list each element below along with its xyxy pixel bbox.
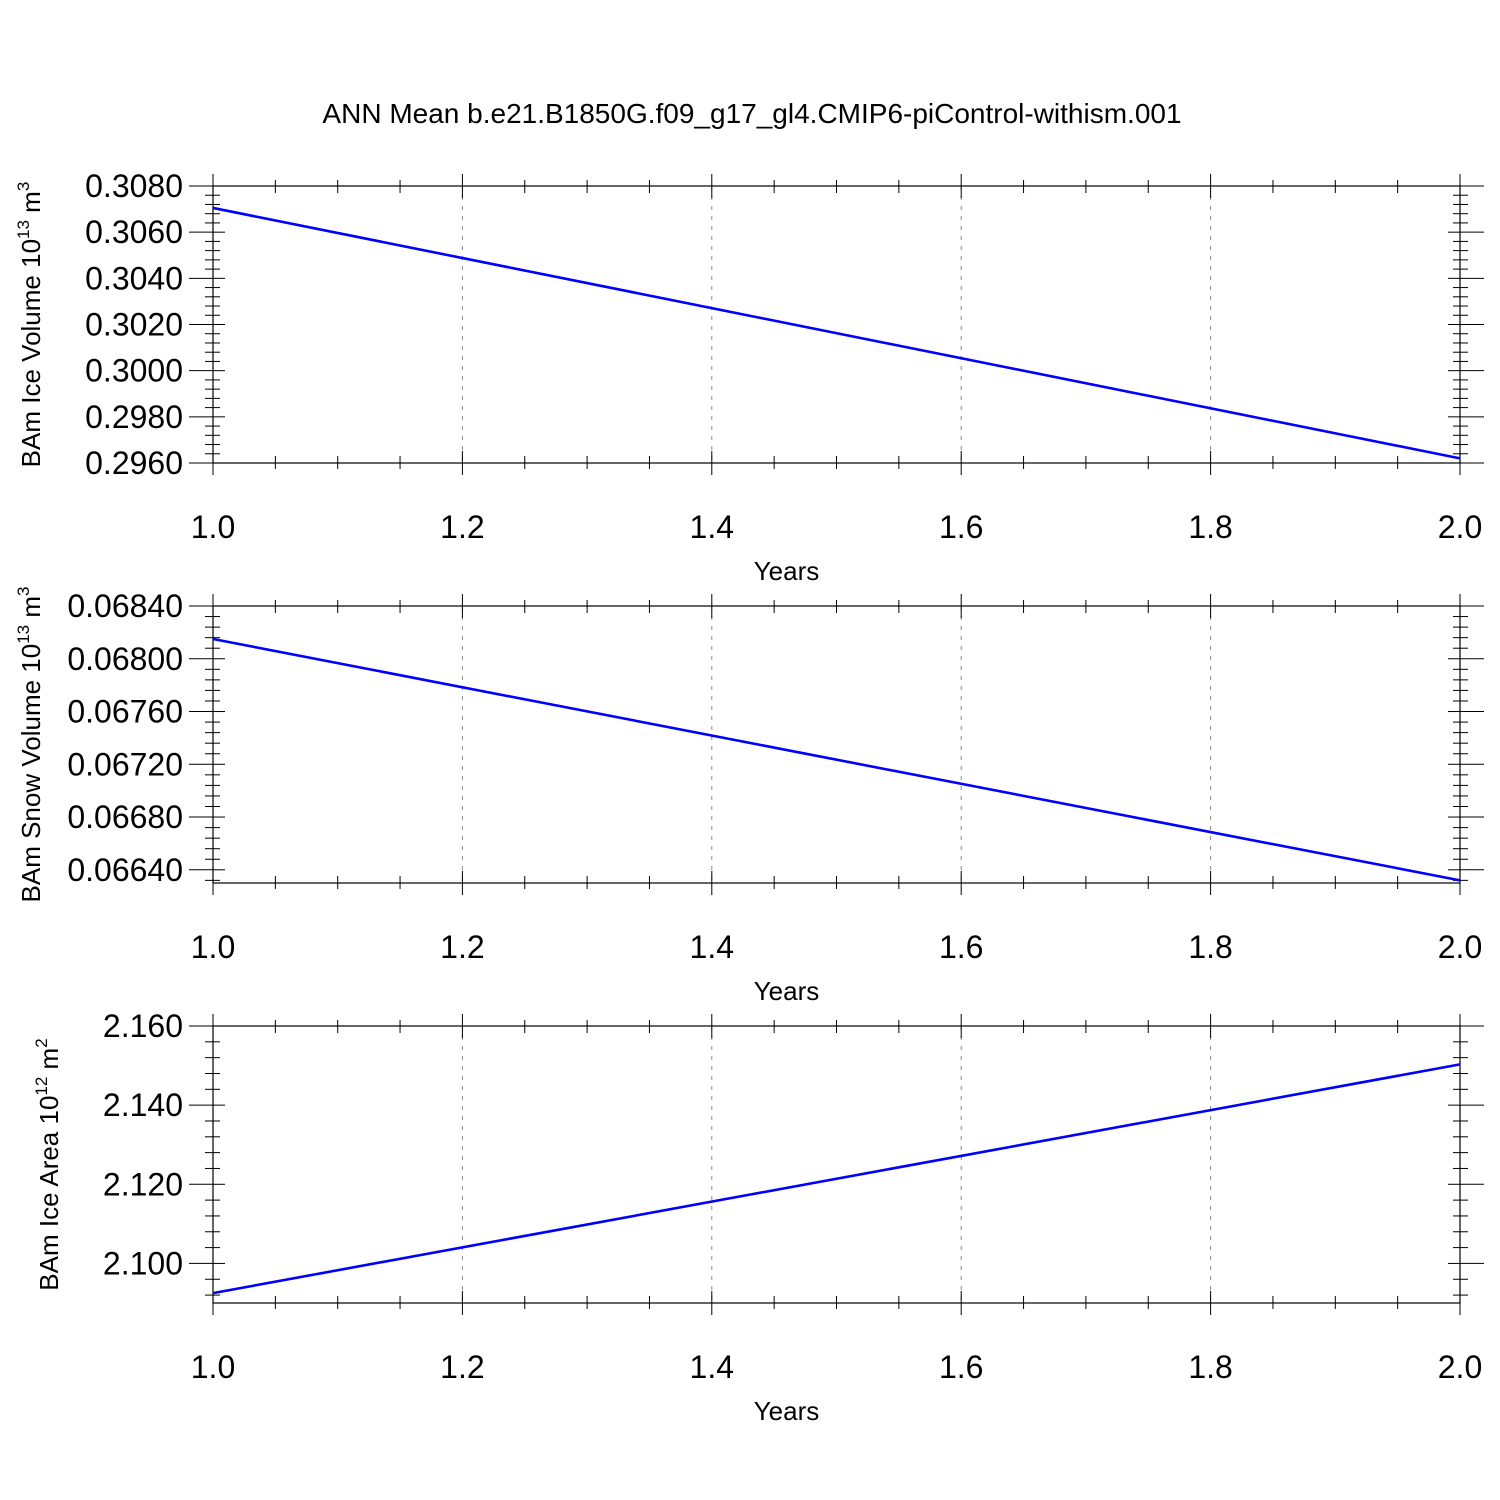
y-axis-title-part: m [16, 596, 46, 625]
panel-3: 1.0 1.2 1.4 1.6 1.8 2.0 2.100 2.120 2.140 2.160 Ye… [32, 1008, 1484, 1426]
x-tick-label: 1.4 [690, 929, 734, 965]
y-axis-title-part: BAm Snow Volume 10 [16, 644, 46, 903]
y-tick-label: 0.3020 [85, 307, 183, 343]
x-tick-label: 1.2 [440, 1349, 484, 1385]
y-axis-title-superscript: 2 [32, 1038, 51, 1047]
plot-frame [212, 1025, 1461, 1304]
x-tick-label: 1.6 [939, 929, 983, 965]
x-tick-label: 1.2 [440, 509, 484, 545]
y-axis-title-part: m [16, 191, 46, 220]
panels: 1.0 1.2 1.4 1.6 1.8 2.0 0.2960 0.2980 0.3000 0.30… [14, 168, 1484, 1426]
x-tick-label: 1.8 [1188, 1349, 1232, 1385]
y-tick-label: 0.06720 [67, 746, 183, 782]
y-tick-label: 0.06840 [67, 588, 183, 624]
panel-2: 1.0 1.2 1.4 1.6 1.8 2.0 0.06640 0.06680 0.06720 0… [14, 587, 1484, 1006]
y-tick-label: 0.06680 [67, 799, 183, 835]
y-axis-title-superscript: 3 [14, 587, 33, 596]
y-tick-label: 2.120 [103, 1166, 183, 1202]
x-tick-label: 1.0 [191, 929, 235, 965]
y-tick-label: 0.2980 [85, 399, 183, 435]
y-tick-label: 2.160 [103, 1008, 183, 1044]
x-tick-label: 1.4 [690, 509, 734, 545]
y-tick-label: 0.3040 [85, 260, 183, 296]
x-tick-label: 1.0 [191, 1349, 235, 1385]
y-tick-label: 0.3080 [85, 168, 183, 204]
x-axis-title: Years [754, 556, 820, 586]
x-tick-label: 1.6 [939, 509, 983, 545]
y-axis-title: BAm Ice Area 1012 m2 [32, 1038, 64, 1290]
x-tick-label: 1.4 [690, 1349, 734, 1385]
x-tick-label: 1.0 [191, 509, 235, 545]
y-axis-title-part: m [34, 1048, 64, 1077]
y-tick-label: 2.100 [103, 1245, 183, 1281]
y-axis-title-superscript: 13 [14, 625, 33, 644]
y-axis-title: BAm Ice Volume 1013 m3 [14, 182, 46, 468]
y-tick-label: 0.06800 [67, 641, 183, 677]
panel-1: 1.0 1.2 1.4 1.6 1.8 2.0 0.2960 0.2980 0.3000 0.30… [14, 168, 1484, 586]
y-axis-title: BAm Snow Volume 1013 m3 [14, 587, 46, 903]
x-tick-label: 1.2 [440, 929, 484, 965]
x-tick-label: 2.0 [1438, 509, 1482, 545]
x-tick-label: 2.0 [1438, 1349, 1482, 1385]
figure-title: ANN Mean b.e21.B1850G.f09_g17_gl4.CMIP6-… [322, 98, 1181, 129]
x-tick-label: 1.8 [1188, 929, 1232, 965]
y-axis-title-superscript: 12 [32, 1077, 51, 1096]
series-line [212, 206, 1461, 460]
y-tick-label: 2.140 [103, 1087, 183, 1123]
y-tick-label: 0.2960 [85, 445, 183, 481]
y-axis-title-superscript: 13 [14, 220, 33, 239]
x-tick-label: 2.0 [1438, 929, 1482, 965]
series-line [212, 1063, 1461, 1295]
x-axis-title: Years [754, 1396, 820, 1426]
y-tick-label: 0.3060 [85, 214, 183, 250]
x-tick-label: 1.8 [1188, 509, 1232, 545]
plot-frame [212, 605, 1461, 884]
x-tick-label: 1.6 [939, 1349, 983, 1385]
y-axis-title-part: BAm Ice Area 10 [34, 1096, 64, 1291]
y-axis-title-part: BAm Ice Volume 10 [16, 239, 46, 467]
y-tick-label: 0.3000 [85, 353, 183, 389]
y-axis-title-superscript: 3 [14, 182, 33, 191]
x-axis-title: Years [754, 976, 820, 1006]
y-tick-label: 0.06760 [67, 694, 183, 730]
series-line [212, 637, 1461, 882]
y-tick-label: 0.06640 [67, 852, 183, 888]
